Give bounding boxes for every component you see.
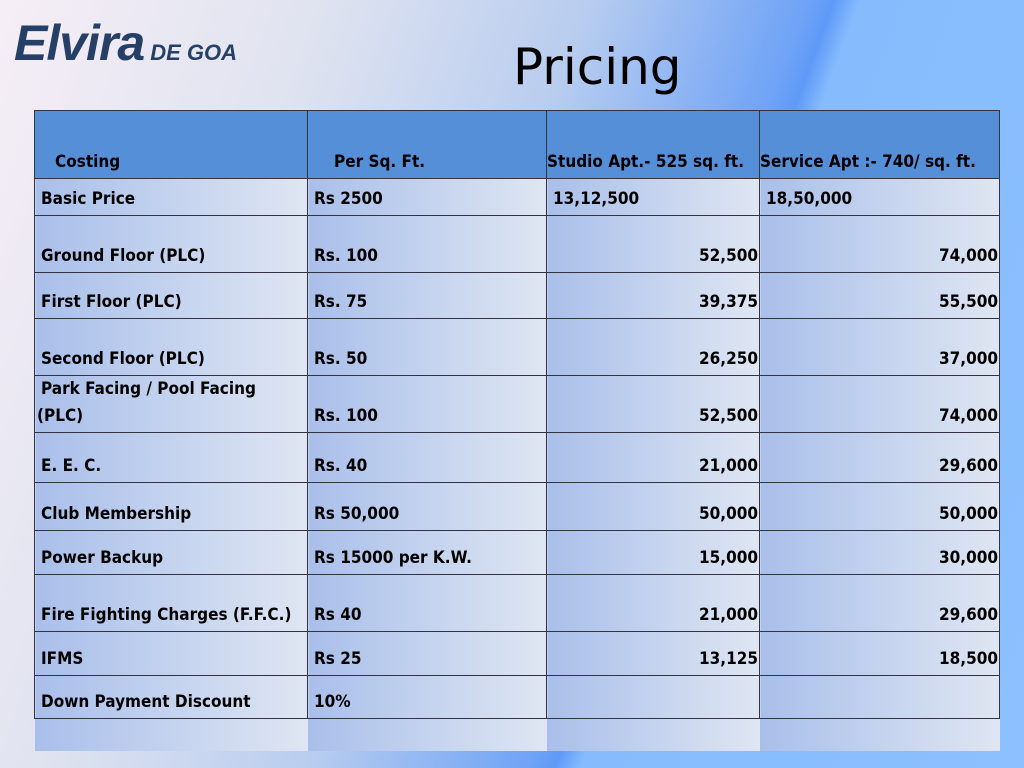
table-header-row: Costing Per Sq. Ft. Studio Apt.- 525 sq.… (34, 110, 1000, 179)
cell-service: 30,000 (759, 530, 1000, 575)
cell-service: 29,600 (759, 574, 1000, 632)
table-row: First Floor (PLC) Rs. 75 39,375 55,500 (34, 272, 1000, 319)
cell-costing: E. E. C. (34, 432, 308, 483)
table-row: E. E. C. Rs. 40 21,000 29,600 (34, 432, 1000, 483)
cell-costing: IFMS (34, 631, 308, 676)
table-filler-row (34, 718, 1000, 751)
cell-studio: 39,375 (546, 272, 760, 319)
table-row: Basic Price Rs 2500 13,12,500 18,50,000 (34, 178, 1000, 216)
cell-studio: 13,125 (546, 631, 760, 676)
cell-studio: 26,250 (546, 318, 760, 376)
table-row: Club Membership Rs 50,000 50,000 50,000 (34, 482, 1000, 531)
cell-costing: Club Membership (34, 482, 308, 531)
header-service: Service Apt :- 740/ sq. ft. (759, 110, 1000, 179)
cell-service: 74,000 (759, 375, 1000, 433)
filler-cell (34, 718, 308, 751)
cell-costing: Down Payment Discount (34, 675, 308, 719)
cell-service: 37,000 (759, 318, 1000, 376)
cell-service (759, 675, 1000, 719)
cell-costing: Second Floor (PLC) (34, 318, 308, 376)
cell-studio: 50,000 (546, 482, 760, 531)
cell-per-sqft: Rs 25 (307, 631, 547, 676)
page-title: Pricing (513, 38, 682, 96)
cell-per-sqft: Rs 50,000 (307, 482, 547, 531)
filler-cell (307, 718, 547, 751)
cell-service: 29,600 (759, 432, 1000, 483)
cell-per-sqft: Rs 15000 per K.W. (307, 530, 547, 575)
elvira-logo: Elvira DE GOA (14, 14, 237, 72)
cell-costing: Park Facing / Pool Facing (PLC) (34, 375, 308, 433)
table-row: Ground Floor (PLC) Rs. 100 52,500 74,000 (34, 215, 1000, 273)
cell-costing: Fire Fighting Charges (F.F.C.) (34, 574, 308, 632)
filler-cell (759, 718, 1000, 751)
header-per-sqft: Per Sq. Ft. (307, 110, 547, 179)
cell-per-sqft: Rs 40 (307, 574, 547, 632)
table-row: Park Facing / Pool Facing (PLC) Rs. 100 52… (34, 375, 1000, 433)
cell-service: 18,50,000 (759, 178, 1000, 216)
cell-studio: 52,500 (546, 215, 760, 273)
header-costing: Costing (34, 110, 308, 179)
logo-suffix: DE GOA (150, 40, 238, 65)
cell-service: 18,500 (759, 631, 1000, 676)
cell-service: 74,000 (759, 215, 1000, 273)
cell-costing: First Floor (PLC) (34, 272, 308, 319)
cell-per-sqft: Rs. 75 (307, 272, 547, 319)
header-studio: Studio Apt.- 525 sq. ft. (546, 110, 760, 179)
logo-name: Elvira (14, 15, 145, 71)
filler-cell (546, 718, 760, 751)
cell-costing: Power Backup (34, 530, 308, 575)
cell-studio: 52,500 (546, 375, 760, 433)
cell-studio: 15,000 (546, 530, 760, 575)
cell-studio: 13,12,500 (546, 178, 760, 216)
cell-per-sqft: Rs. 100 (307, 375, 547, 433)
cell-costing: Basic Price (34, 178, 308, 216)
cell-studio: 21,000 (546, 432, 760, 483)
cell-studio: 21,000 (546, 574, 760, 632)
cell-service: 50,000 (759, 482, 1000, 531)
cell-per-sqft: Rs. 100 (307, 215, 547, 273)
table-row: IFMS Rs 25 13,125 18,500 (34, 631, 1000, 676)
table-row: Power Backup Rs 15000 per K.W. 15,000 30,00… (34, 530, 1000, 575)
cell-studio (546, 675, 760, 719)
cell-per-sqft: Rs. 40 (307, 432, 547, 483)
table-row: Fire Fighting Charges (F.F.C.) Rs 40 21,00… (34, 574, 1000, 632)
cell-costing: Ground Floor (PLC) (34, 215, 308, 273)
pricing-table: Costing Per Sq. Ft. Studio Apt.- 525 sq.… (34, 110, 1000, 751)
cell-per-sqft: Rs 2500 (307, 178, 547, 216)
cell-per-sqft: Rs. 50 (307, 318, 547, 376)
table-row: Down Payment Discount 10% (34, 675, 1000, 719)
cell-service: 55,500 (759, 272, 1000, 319)
cell-per-sqft: 10% (307, 675, 547, 719)
table-row: Second Floor (PLC) Rs. 50 26,250 37,000 (34, 318, 1000, 376)
